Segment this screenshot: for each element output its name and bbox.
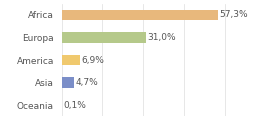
Text: 0,1%: 0,1% bbox=[63, 101, 86, 110]
Bar bbox=[62, 78, 74, 88]
Text: 6,9%: 6,9% bbox=[82, 55, 105, 65]
Bar bbox=[62, 10, 218, 20]
Text: 4,7%: 4,7% bbox=[76, 78, 99, 87]
Text: 57,3%: 57,3% bbox=[219, 10, 248, 19]
Bar bbox=[62, 55, 80, 65]
Bar bbox=[62, 32, 146, 42]
Text: 31,0%: 31,0% bbox=[148, 33, 176, 42]
